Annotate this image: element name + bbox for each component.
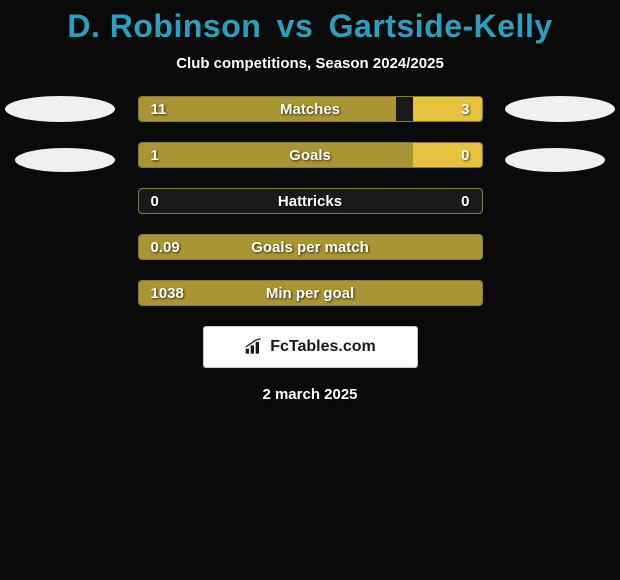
left-value: 0 [151,189,159,213]
comparison-chart: Matches113 Goals10 Hattricks0 0 Goals per ma… [0,96,620,306]
player1-photo-placeholder [5,96,115,122]
row-stat-label: Hattricks [139,189,482,213]
left-bar [139,97,396,121]
right-value: 0 [461,189,469,213]
brand-box: FcTables.com [203,326,418,368]
right-bar [413,143,482,167]
player2-club-placeholder [505,148,605,172]
vs-label: vs [277,8,314,44]
left-bar [139,235,482,259]
date-label: 2 march 2025 [0,386,620,403]
bar-chart-icon [244,338,264,356]
comparison-infographic: D. Robinson vs Gartside-Kelly Club compe… [0,0,620,403]
player2-name: Gartside-Kelly [329,8,553,44]
comparison-row: Goals10 [138,142,483,168]
comparison-row: Hattricks0 0 [138,188,483,214]
right-bar [413,97,482,121]
subtitle: Club competitions, Season 2024/2025 [0,55,620,72]
player2-photo-placeholder [505,96,615,122]
comparison-row: Matches113 [138,96,483,122]
brand-label: FcTables.com [270,338,376,356]
left-bar [139,143,413,167]
player1-club-placeholder [15,148,115,172]
comparison-rows: Matches113 Goals10 Hattricks0 0 Goals per ma… [138,96,483,306]
page-title: D. Robinson vs Gartside-Kelly [0,8,620,45]
player1-name: D. Robinson [67,8,261,44]
comparison-row: Min per goal1038 [138,280,483,306]
comparison-row: Goals per match0.09 [138,234,483,260]
left-bar [139,281,482,305]
